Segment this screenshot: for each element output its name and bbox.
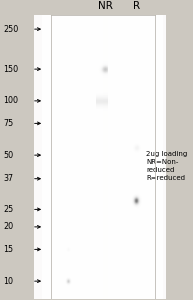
Text: 250: 250: [3, 25, 18, 34]
Text: 10: 10: [3, 277, 13, 286]
Text: 20: 20: [3, 222, 13, 231]
Text: NR: NR: [98, 1, 113, 10]
Text: 50: 50: [3, 151, 13, 160]
Text: 150: 150: [3, 64, 18, 74]
Text: 75: 75: [3, 119, 13, 128]
FancyBboxPatch shape: [51, 15, 155, 298]
Text: R: R: [133, 1, 140, 10]
Text: 25: 25: [3, 205, 13, 214]
Text: 2ug loading
NR=Non-
reduced
R=reduced: 2ug loading NR=Non- reduced R=reduced: [146, 151, 187, 181]
Text: 15: 15: [3, 245, 13, 254]
Text: 100: 100: [3, 96, 18, 105]
Text: 37: 37: [3, 174, 13, 183]
